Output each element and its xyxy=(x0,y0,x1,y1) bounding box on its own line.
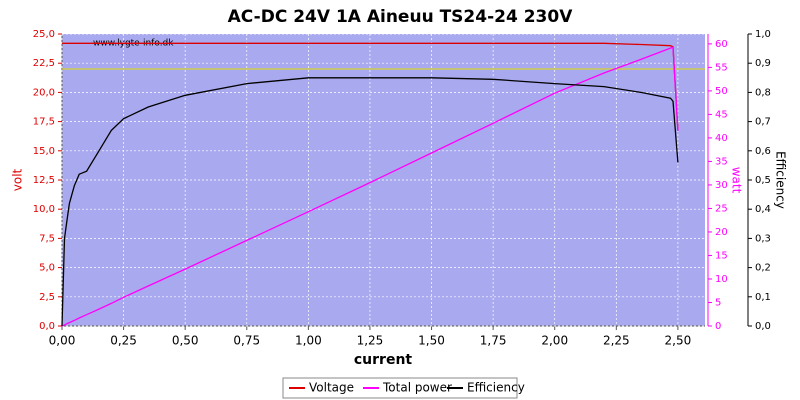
series-line xyxy=(61,46,679,327)
y2-tick-label: 5 xyxy=(715,297,721,308)
y3-tick-label: 0,6 xyxy=(755,146,771,157)
series-line xyxy=(61,77,679,327)
series-line xyxy=(62,42,679,130)
y-tick-label: 7,5 xyxy=(39,233,55,244)
y2-tick-label: 45 xyxy=(715,109,728,120)
y3-tick-label: 0,8 xyxy=(755,87,771,98)
x-tick-label: 0,25 xyxy=(110,334,137,348)
y3-tick-label: 0,2 xyxy=(755,263,771,274)
x-tick-label: 1,25 xyxy=(357,334,384,348)
x-tick-label: 2,25 xyxy=(603,334,630,348)
legend-label: Voltage xyxy=(309,381,354,395)
y3-axis-label: Efficiency xyxy=(774,151,788,209)
y2-tick-label: 50 xyxy=(715,86,728,97)
legend-box xyxy=(282,377,518,399)
y-tick-label: 12,5 xyxy=(33,175,55,186)
y-tick-label: 5,0 xyxy=(39,263,55,274)
x-tick-label: 0,50 xyxy=(172,334,199,348)
y3-tick-label: 0,4 xyxy=(755,204,771,215)
y3-tick-label: 1,0 xyxy=(755,29,771,40)
y2-tick-label: 30 xyxy=(715,180,728,191)
y2-tick-label: 40 xyxy=(715,133,728,144)
legend-label: Efficiency xyxy=(467,381,525,395)
y2-tick-label: 35 xyxy=(715,156,728,167)
y3-tick-label: 0,7 xyxy=(755,117,771,128)
y-tick-label: 10,0 xyxy=(33,204,55,215)
x-tick-label: 0,00 xyxy=(49,334,76,348)
y2-tick-label: 15 xyxy=(715,250,728,261)
y-tick-label: 0,0 xyxy=(39,321,55,332)
y-tick-label: 2,5 xyxy=(39,292,55,303)
y-tick-label: 17,5 xyxy=(33,117,55,128)
y-tick-label: 15,0 xyxy=(33,146,55,157)
x-tick-label: 2,00 xyxy=(541,334,568,348)
y-tick-label: 25,0 xyxy=(33,29,55,40)
y2-tick-label: 55 xyxy=(715,62,728,73)
x-tick-label: 2,50 xyxy=(665,334,692,348)
y2-tick-label: 25 xyxy=(715,203,728,214)
y-axis-label: volt xyxy=(11,168,25,191)
y2-tick-label: 10 xyxy=(715,274,728,285)
y-tick-label: 22,5 xyxy=(33,58,55,69)
y3-tick-label: 0,9 xyxy=(755,58,771,69)
x-tick-label: 1,75 xyxy=(480,334,507,348)
x-tick-label: 0,75 xyxy=(233,334,260,348)
y3-tick-label: 0,3 xyxy=(755,233,771,244)
chart-title: AC-DC 24V 1A Aineuu TS24-24 230V xyxy=(228,7,574,27)
x-axis-label: current xyxy=(354,352,413,368)
y2-tick-label: 0 xyxy=(715,321,721,332)
y3-tick-label: 0,0 xyxy=(755,321,771,332)
y3-tick-label: 0,5 xyxy=(755,175,771,186)
y2-axis-label: watt xyxy=(730,167,744,194)
x-tick-label: 1,50 xyxy=(418,334,445,348)
y2-tick-label: 60 xyxy=(715,39,728,50)
y3-tick-label: 0,1 xyxy=(755,292,771,303)
y-tick-label: 20,0 xyxy=(33,87,55,98)
legend-label: Total power xyxy=(382,381,452,395)
y2-tick-label: 20 xyxy=(715,227,728,238)
x-tick-label: 1,00 xyxy=(295,334,322,348)
